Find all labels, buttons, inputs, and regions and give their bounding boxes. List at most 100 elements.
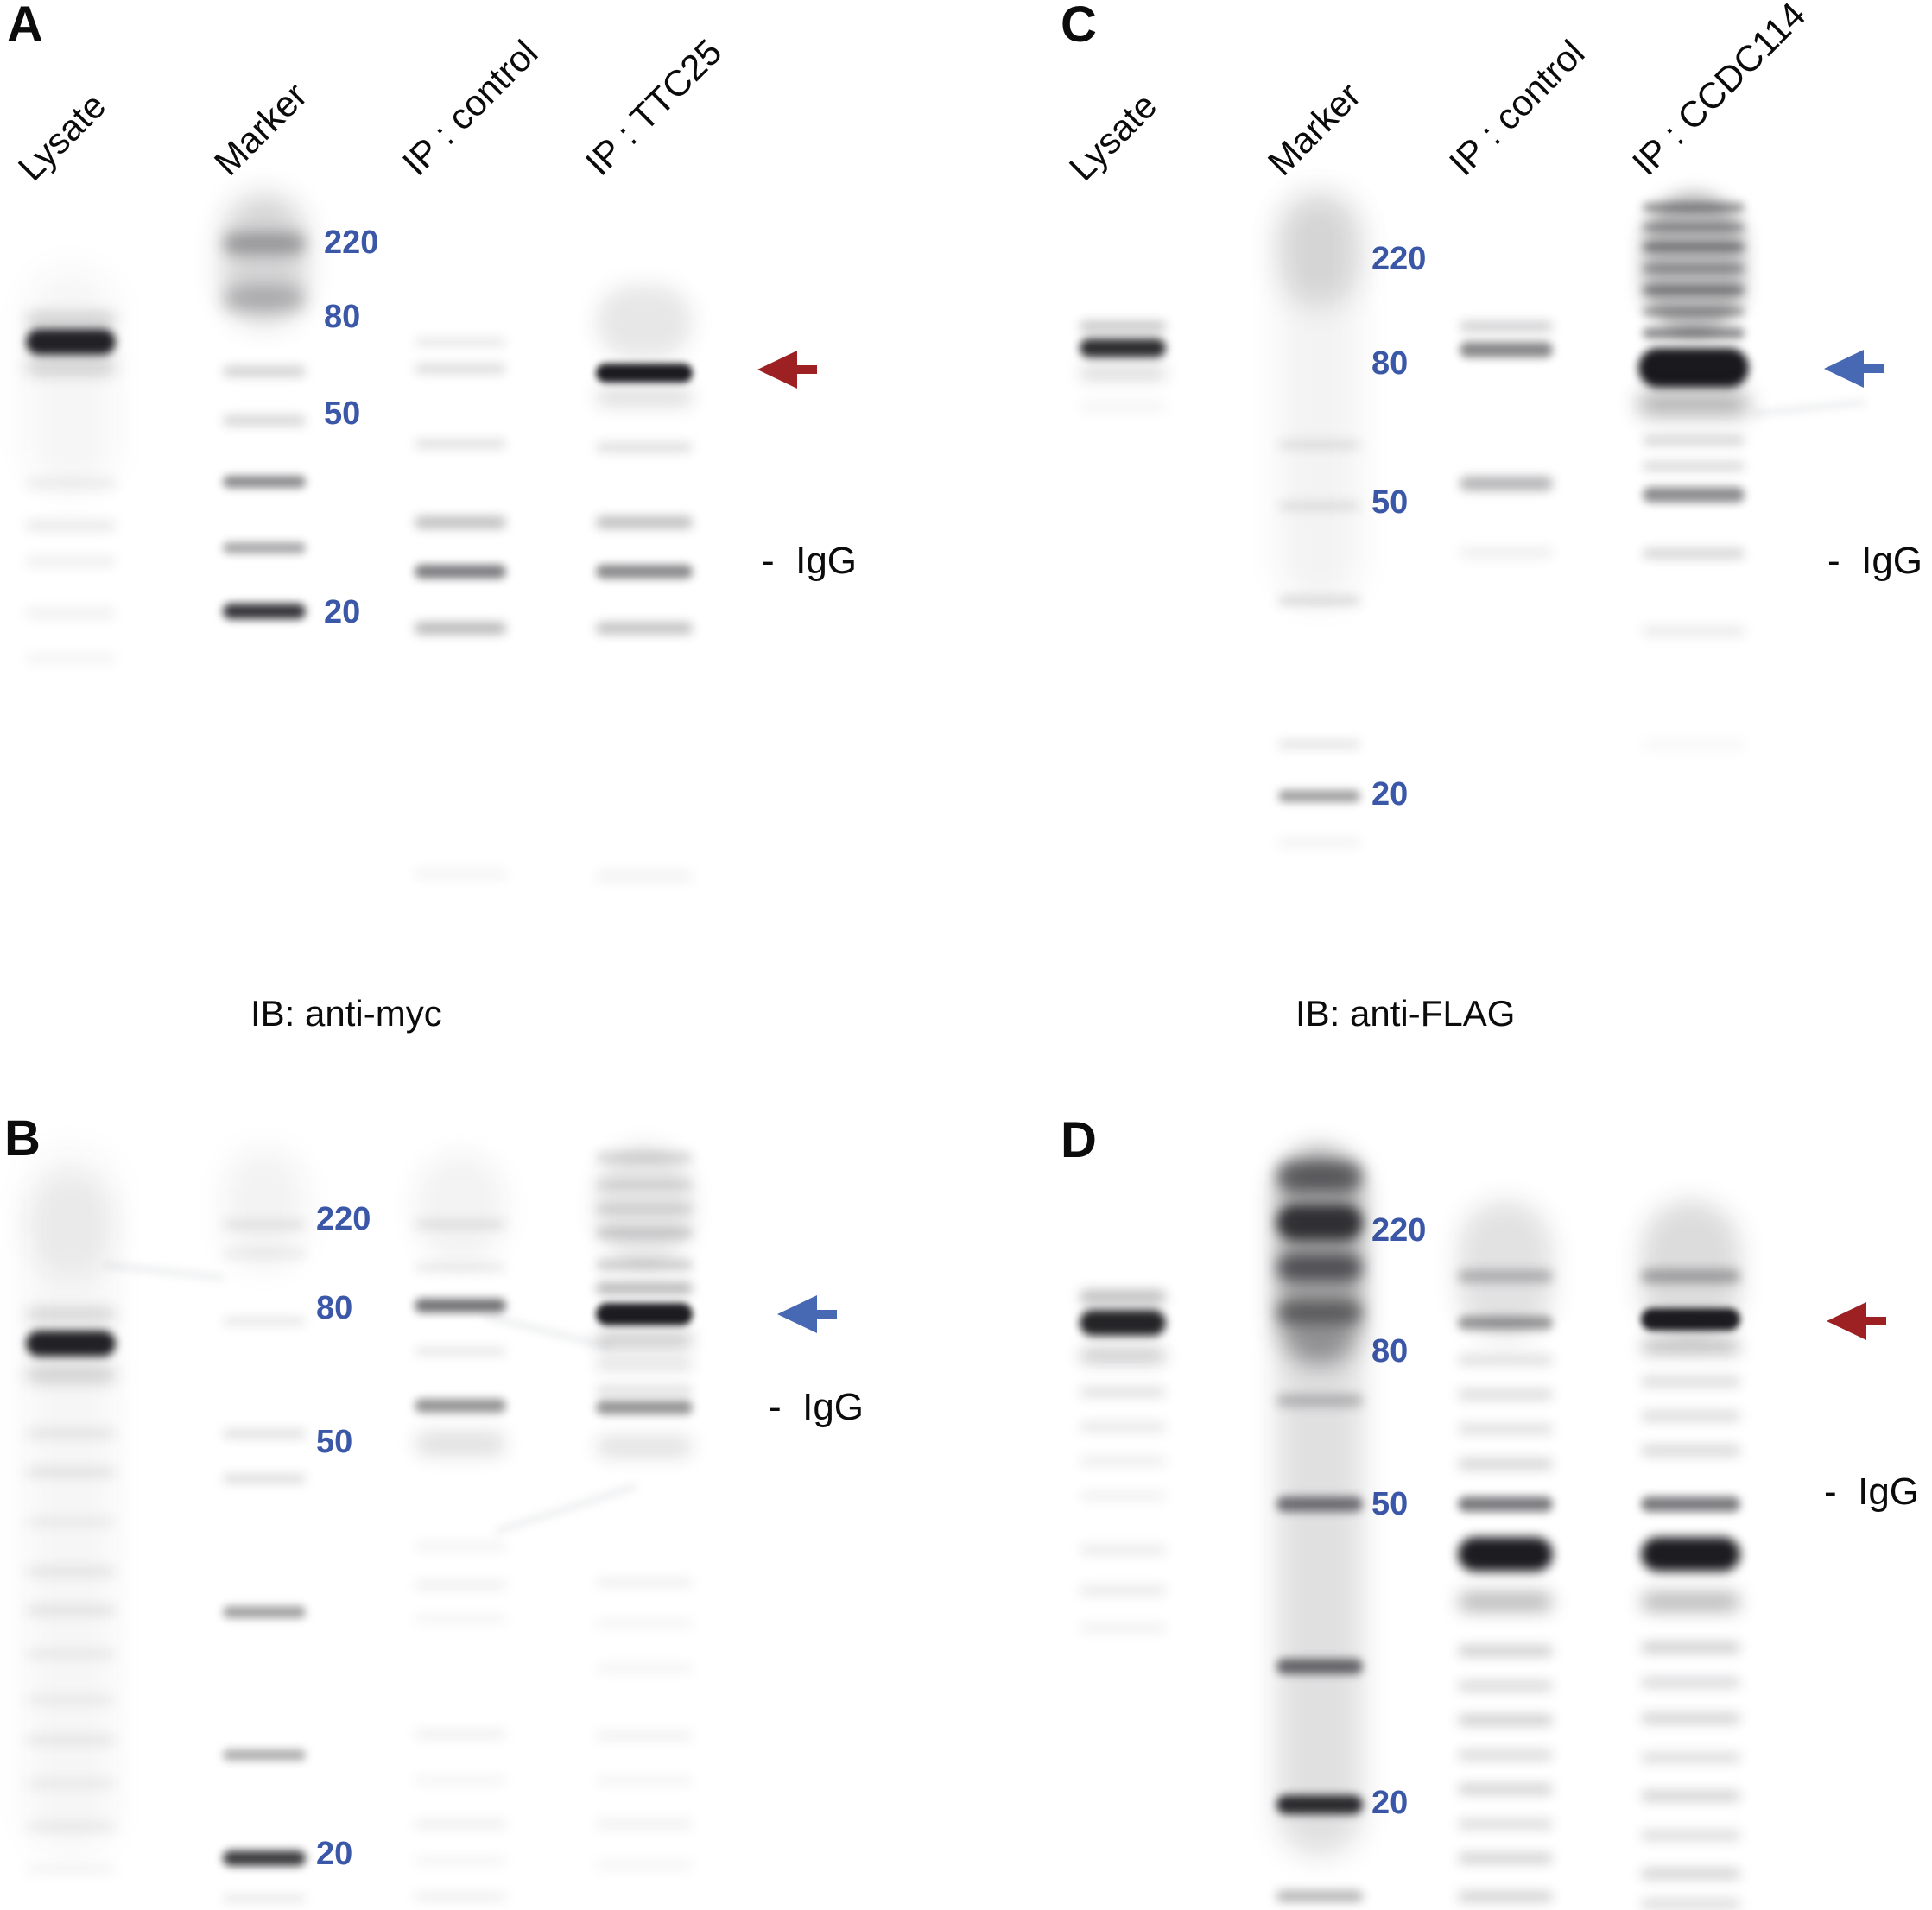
marker-weight-label: 220 [1371, 241, 1427, 277]
gel-band-marker [223, 1249, 306, 1258]
lane-label: IP : CCDC114 [1624, 0, 1814, 184]
gel-band-lysate [26, 1174, 116, 1278]
gel-band-ip-ttc25 [596, 1777, 693, 1784]
gel-band-lysate [26, 1695, 116, 1704]
gel-band-ip-ccdc114 [1643, 436, 1745, 445]
gel-streak-artifact [104, 1262, 225, 1281]
gel-band-ip-ttc25 [596, 1819, 693, 1828]
gel-band-ip-control [415, 1730, 506, 1738]
gel-band-lysate [1080, 1290, 1166, 1304]
gel-band-lysate [1080, 1623, 1166, 1632]
gel-band-ip-ttc25 [596, 872, 693, 881]
gel-band-ip-ccdc114 [1641, 1592, 1740, 1611]
gel-band-marker [223, 1749, 306, 1761]
gel-band-lysate [26, 520, 116, 530]
gel-band-ip-control [1458, 1458, 1553, 1470]
gel-band-lysate [26, 1517, 116, 1526]
marker-weight-label: 50 [1371, 484, 1409, 521]
marker-weight-label: 220 [324, 225, 379, 261]
gel-band-lysate [26, 1649, 116, 1658]
gel-band-marker [223, 1606, 306, 1618]
gel-band-marker [1278, 595, 1360, 605]
lane-label: Marker [1259, 74, 1369, 183]
arrow-head [1824, 350, 1864, 388]
gel-band-ip-ttc25 [596, 565, 693, 579]
gel-band-ip-control [1458, 1646, 1553, 1656]
gel-band-lysate [26, 329, 116, 355]
igg-label-panel-d: - IgG [1824, 1470, 1920, 1513]
gel-band-ip-control [415, 1819, 506, 1828]
gel-band-lysate [26, 1779, 116, 1787]
gel-band-ip-ccdc114 [1641, 1537, 1740, 1572]
gel-band-ip-control [1458, 1853, 1553, 1863]
gel-band-ip-ttc25 [596, 1180, 693, 1189]
gel-band-lysate [26, 360, 116, 374]
gel-band-marker [223, 604, 306, 619]
gel-band-lysate [26, 268, 116, 492]
gel-band-ip-ttc25 [596, 284, 693, 358]
gel-band-lysate [26, 1148, 116, 1856]
blue-arrow-icon-panel-b [777, 1295, 838, 1333]
gel-band-ip-ccdc114 [1641, 1830, 1740, 1840]
gel-band-ip-ccdc114 [1641, 1308, 1740, 1331]
gel-band-ip-ccdc114 [1643, 627, 1745, 636]
arrow-tail [815, 1310, 837, 1319]
marker-weight-label: 20 [316, 1836, 353, 1872]
gel-band-ip-ccdc114 [1641, 1269, 1740, 1283]
gel-band-lysate [26, 313, 116, 326]
gel-band-lysate [1080, 367, 1166, 379]
marker-weight-label: 50 [316, 1424, 353, 1460]
gel-band-ip-ccdc114 [1641, 1752, 1740, 1762]
gel-band-ip-control [1460, 321, 1553, 332]
gel-band-ip-control [1460, 548, 1553, 557]
gel-band-ip-control [415, 1263, 506, 1272]
arrow-head [757, 351, 797, 389]
gel-band-ip-control [1458, 1891, 1553, 1901]
gel-band-lysate [26, 1331, 116, 1357]
gel-band-ip-control [1458, 1818, 1553, 1829]
gel-band-ip-control [415, 1299, 506, 1312]
gel-band-marker [1278, 502, 1360, 510]
gel-band-ip-ccdc114 [1638, 348, 1749, 388]
gel-band-ip-control [415, 1541, 506, 1550]
gel-band-lysate [1080, 1586, 1166, 1595]
gel-band-marker [223, 1473, 306, 1483]
marker-weight-label: 20 [324, 594, 361, 630]
gel-band-lysate [26, 1429, 116, 1438]
gel-band-ip-ttc25 [596, 1665, 693, 1672]
gel-band-lysate [26, 1822, 116, 1831]
marker-weight-label: 50 [324, 395, 361, 432]
gel-band-marker [1278, 740, 1360, 749]
gel-band-marker [223, 1148, 306, 1269]
gel-band-marker [223, 476, 306, 488]
gel-band-ip-control [1458, 1592, 1553, 1611]
gel-band-ip-ttc25 [596, 364, 693, 383]
gel-band-ip-control [1458, 1389, 1553, 1400]
gel-band-ip-control [415, 516, 506, 528]
gel-band-ip-ttc25 [596, 442, 693, 452]
gel-band-ip-control [415, 1777, 506, 1784]
gel-band-ip-ttc25 [596, 1620, 693, 1627]
gel-band-lysate [26, 1866, 116, 1873]
gel-band-ip-control [1458, 1270, 1553, 1282]
gel-band-ip-ttc25 [596, 1282, 693, 1294]
marker-weight-label: 220 [316, 1201, 371, 1237]
gel-band-lysate [1080, 1387, 1166, 1397]
gel-band-ip-ccdc114 [1643, 487, 1745, 503]
gel-band-ip-control [415, 1892, 506, 1901]
gel-band-ip-control [415, 1616, 506, 1622]
gel-band-ip-control [415, 338, 506, 346]
gel-streak-artifact [485, 1313, 612, 1350]
gel-band-ip-control [1458, 1424, 1553, 1434]
gel-band-ip-ccdc114 [1643, 224, 1745, 231]
gel-band-ip-ccdc114 [1643, 548, 1745, 559]
lane-label: IP : TTC25 [577, 31, 730, 183]
gel-band-ip-control [415, 870, 506, 878]
gel-band-ip-ccdc114 [1641, 1791, 1740, 1801]
lane-label: Lysate [1061, 85, 1165, 188]
blue-arrow-icon-panel-c [1824, 350, 1884, 388]
red-arrow-icon-panel-a [757, 351, 818, 389]
gel-band-ip-control [1458, 1784, 1553, 1794]
gel-band-ip-ccdc114 [1643, 243, 1745, 251]
